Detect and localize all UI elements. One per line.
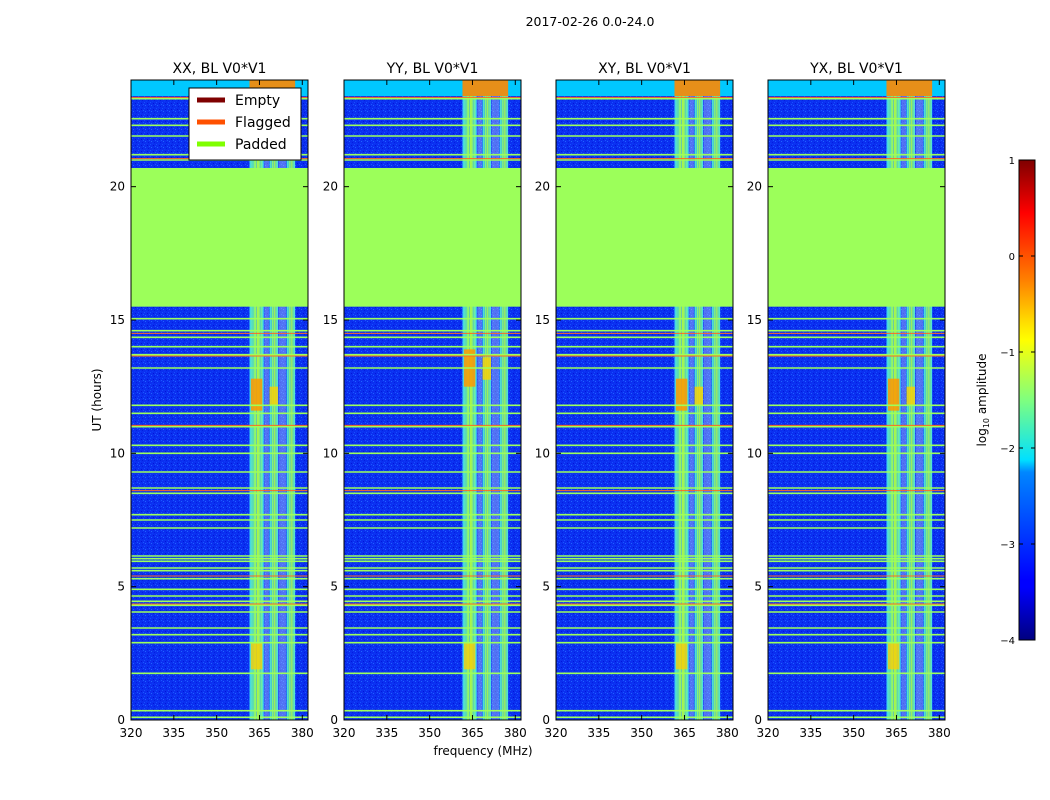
band-gap — [901, 80, 906, 720]
x-tick-label: 335 — [162, 726, 185, 740]
y-tick-label: 20 — [535, 180, 550, 194]
x-tick-label: 350 — [630, 726, 653, 740]
x-axis-label: frequency (MHz) — [433, 744, 532, 758]
x-tick-label: 320 — [757, 726, 780, 740]
band-gap — [703, 80, 712, 720]
x-tick-label: 335 — [587, 726, 610, 740]
panel-title: XY, BL V0*V1 — [598, 61, 691, 77]
x-tick-label: 350 — [842, 726, 865, 740]
colorbar-label-part: log — [975, 428, 989, 446]
y-tick-label: 5 — [330, 580, 338, 594]
y-tick-label: 20 — [747, 180, 762, 194]
hotspot-region — [250, 378, 263, 411]
hotspot-region — [675, 642, 688, 670]
x-tick-label: 335 — [799, 726, 822, 740]
top-strip-band — [462, 80, 509, 96]
panel-1: XX, BL V0*V1 320 335 350 365 380 0 5 10 15 20 — [110, 61, 314, 740]
colorbar-tick-label: 1 — [1009, 156, 1015, 167]
band-gap — [477, 80, 482, 720]
y-tick-label: 10 — [535, 446, 550, 460]
y-tick-label: 0 — [754, 713, 762, 727]
x-tick-label: 350 — [205, 726, 228, 740]
legend-label: Empty — [235, 93, 280, 109]
y-tick-label: 15 — [323, 313, 338, 327]
band-gap — [689, 80, 694, 720]
panel-3: XY, BL V0*V1 320 335 350 365 380 0 5 10 15 20 — [535, 61, 739, 740]
hotspot-region — [269, 386, 279, 406]
band-gap — [264, 80, 269, 720]
y-tick-label: 10 — [323, 446, 338, 460]
colorbar-tick-label: −3 — [1000, 540, 1015, 551]
x-tick-label: 380 — [716, 726, 739, 740]
y-tick-label: 20 — [323, 180, 338, 194]
y-tick-label: 10 — [110, 446, 125, 460]
top-strip-band — [886, 80, 933, 96]
hotspot-region — [463, 642, 476, 670]
y-tick-label: 15 — [535, 313, 550, 327]
x-tick-label: 320 — [333, 726, 356, 740]
colorbar-tick-label: −1 — [1000, 348, 1015, 359]
hotspot-region — [250, 642, 263, 670]
legend-label: Flagged — [235, 115, 291, 131]
colorbar-label-part: amplitude — [975, 354, 989, 418]
y-tick-label: 0 — [117, 713, 125, 727]
hotspot-region — [887, 642, 900, 670]
colorbar — [1018, 159, 1036, 641]
panel-title: YY, BL V0*V1 — [386, 61, 479, 77]
y-tick-label: 0 — [330, 713, 338, 727]
padded-block — [556, 168, 733, 307]
panel-frame — [555, 79, 734, 721]
y-tick-label: 5 — [754, 580, 762, 594]
colorbar-tick-label: −4 — [1000, 636, 1015, 647]
padded-block — [768, 168, 945, 307]
hotspot-region — [675, 378, 688, 411]
band-gap — [915, 80, 924, 720]
y-tick-label: 15 — [747, 313, 762, 327]
x-tick-label: 380 — [504, 726, 527, 740]
x-tick-label: 350 — [418, 726, 441, 740]
panel-frame — [767, 79, 946, 721]
y-tick-label: 10 — [747, 446, 762, 460]
padded-block — [344, 168, 521, 307]
x-tick-label: 335 — [375, 726, 398, 740]
hotspot-region — [694, 386, 704, 406]
x-tick-label: 380 — [291, 726, 314, 740]
y-axis-label: UT (hours) — [90, 368, 104, 431]
panel-title: YX, BL V0*V1 — [809, 61, 903, 77]
panel-2: YY, BL V0*V1 320 335 350 365 380 0 5 10 15 20 — [323, 61, 527, 740]
x-tick-label: 365 — [673, 726, 696, 740]
colorbar-tick-label: −2 — [1000, 444, 1015, 455]
legend-label: Padded — [235, 137, 287, 153]
y-tick-label: 5 — [542, 580, 550, 594]
figure-title: 2017-02-26 0.0-24.0 — [525, 14, 655, 29]
x-tick-label: 320 — [545, 726, 568, 740]
y-tick-label: 15 — [110, 313, 125, 327]
x-tick-label: 365 — [885, 726, 908, 740]
x-tick-label: 380 — [928, 726, 951, 740]
hotspot-region — [906, 386, 916, 406]
top-strip-band — [674, 80, 721, 96]
x-tick-label: 365 — [461, 726, 484, 740]
colorbar-label-part: 10 — [982, 418, 991, 428]
band-gap — [278, 80, 287, 720]
padded-block — [131, 168, 308, 307]
x-tick-label: 320 — [120, 726, 143, 740]
hotspot-region — [887, 378, 900, 411]
y-tick-label: 20 — [110, 180, 125, 194]
panel-frame — [130, 79, 309, 721]
panel-frame — [343, 79, 522, 721]
panel-title: XX, BL V0*V1 — [173, 61, 267, 77]
band-gap — [491, 80, 500, 720]
colorbar-label: log10 amplitude — [975, 354, 991, 447]
panel-4: YX, BL V0*V1 320 335 350 365 380 0 5 10 15 20 — [747, 61, 951, 740]
y-tick-label: 5 — [117, 580, 125, 594]
y-tick-label: 0 — [542, 713, 550, 727]
x-tick-label: 365 — [248, 726, 271, 740]
colorbar-tick-label: 0 — [1009, 252, 1015, 263]
legend: Empty Flagged Padded — [188, 87, 302, 161]
